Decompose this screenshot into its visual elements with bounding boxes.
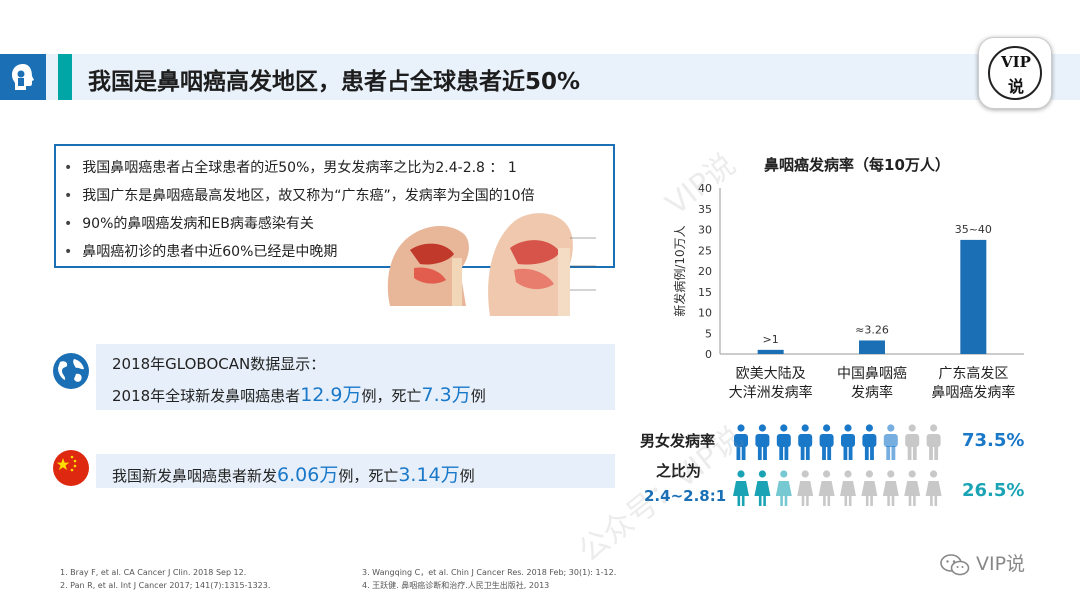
female-figure-icon — [775, 470, 792, 506]
reference-item: 1. Bray F, et al. CA Cancer J Clin. 2018… — [60, 568, 247, 577]
male-pictogram-row — [734, 424, 941, 460]
bar-value-label: ≈3.26 — [855, 323, 889, 336]
reference-item: 4. 王跃健. 鼻咽癌诊断和治疗.人民卫生出版社, 2013 — [362, 581, 550, 590]
male-figure-icon — [883, 424, 898, 460]
china-stats: 我国新发鼻咽癌患者新发6.06万例，死亡3.14万例 — [112, 460, 475, 487]
brand-watermark: VIP说 — [940, 549, 1025, 576]
category-label: 大洋洲发病率 — [729, 384, 813, 401]
bar-value-label: >1 — [763, 333, 779, 346]
key-facts-box: 我国鼻咽癌患者占全球患者的近50%，男女发病率之比为2.4-2.8 ： 1 我国… — [54, 144, 615, 268]
female-figure-icon — [733, 470, 749, 506]
male-figure-icon — [926, 424, 941, 460]
y-tick-label: 25 — [698, 244, 712, 257]
vip-badge: VIP 说 — [978, 37, 1052, 109]
header-bar — [0, 54, 1080, 100]
globocan-heading: 2018年GLOBOCAN数据显示： — [112, 355, 326, 373]
globocan-mid: 例，死亡 — [361, 387, 422, 405]
female-pictogram-row — [733, 470, 942, 506]
male-figure-icon — [841, 424, 855, 460]
male-figure-icon — [776, 424, 791, 460]
fact-item: 我国广东是鼻咽癌最高发地区，故又称为“广东癌”，发病率为全国的10倍 — [64, 182, 613, 210]
key-facts-list: 我国鼻咽癌患者占全球患者的近50%，男女发病率之比为2.4-2.8 ： 1 我国… — [56, 146, 613, 266]
y-tick-label: 40 — [698, 182, 712, 195]
sex-ratio-value: 2.4~2.8:1 — [644, 487, 727, 505]
male-figure-icon — [862, 424, 877, 460]
female-figure-icon — [861, 470, 878, 506]
bar — [960, 239, 987, 354]
fact-item: 鼻咽癌初诊的患者中近60%已经是中晚期 — [64, 238, 613, 266]
y-tick-label: 5 — [705, 327, 712, 340]
y-tick-label: 10 — [698, 307, 712, 320]
male-figure-icon — [755, 424, 770, 460]
female-figure-icon — [925, 470, 942, 506]
globocan-stats: 2018年全球新发鼻咽癌患者12.9万例，死亡7.3万例 — [112, 380, 486, 407]
pharynx-section-illustration — [488, 213, 596, 316]
category-label: 广东高发区 — [938, 365, 1008, 382]
global-new-cases: 12.9万 — [300, 384, 362, 406]
globe-icon — [53, 353, 89, 389]
reference-item: 2. Pan R, et al. Int J Cancer 2017; 141(… — [60, 581, 271, 590]
china-stat-box: 我国新发鼻咽癌患者新发6.06万例，死亡3.14万例 — [96, 454, 615, 488]
male-percentage: 73.5% — [962, 430, 1025, 451]
reference-item: 3. Wangqing C，et al. Chin J Cancer Res. … — [362, 568, 617, 577]
china-prefix: 我国新发鼻咽癌患者新发 — [112, 467, 278, 485]
female-figure-icon — [797, 470, 814, 506]
badge-ring — [988, 46, 1042, 100]
y-tick-label: 15 — [698, 286, 712, 299]
page-title: 我国是鼻咽癌高发地区，患者占全球患者近50% — [88, 69, 581, 95]
head-logo-icon — [0, 54, 46, 100]
china-mid: 例，死亡 — [338, 467, 399, 485]
category-label: 发病率 — [851, 384, 893, 401]
bar — [859, 340, 885, 354]
y-axis-label: 新发病例/10万人 — [672, 225, 687, 316]
female-figure-icon — [904, 470, 921, 506]
badge-text-shuo: 说 — [1007, 77, 1024, 96]
globocan-suffix: 例 — [470, 387, 486, 405]
china-suffix: 例 — [459, 467, 475, 485]
fact-item: 90%的鼻咽癌发病和EB病毒感染有关 — [64, 210, 613, 238]
male-figure-icon — [798, 424, 813, 460]
references-right: 3. Wangqing C，et al. Chin J Cancer Res. … — [362, 566, 616, 592]
male-figure-icon — [905, 424, 920, 460]
female-figure-icon — [754, 470, 771, 506]
female-figure-icon — [882, 470, 899, 506]
male-figure-icon — [734, 424, 748, 460]
y-tick-label: 30 — [698, 224, 712, 237]
badge-text-vip: VIP — [1001, 53, 1031, 71]
female-figure-icon — [818, 470, 835, 506]
globocan-stat-box: 2018年GLOBOCAN数据显示： 2018年全球新发鼻咽癌患者12.9万例，… — [96, 344, 615, 410]
references-left: 1. Bray F, et al. CA Cancer J Clin. 2018… — [60, 566, 270, 592]
china-new-cases: 6.06万 — [277, 464, 339, 486]
global-deaths: 7.3万 — [421, 384, 471, 406]
sex-ratio-label-line1: 男女发病率 — [640, 432, 716, 450]
female-percentage: 26.5% — [962, 480, 1025, 501]
category-label: 中国鼻咽癌 — [837, 365, 907, 382]
category-label: 欧美大陆及 — [736, 366, 806, 382]
chart-title: 鼻咽癌发病率（每10万人） — [764, 156, 950, 174]
y-tick-label: 20 — [698, 265, 712, 278]
fact-item: 我国鼻咽癌患者占全球患者的近50%，男女发病率之比为2.4-2.8 ： 1 — [64, 154, 613, 182]
china-deaths: 3.14万 — [398, 464, 460, 486]
nasopharynx-anatomy-illustration — [387, 225, 469, 306]
male-figure-icon — [819, 424, 834, 460]
bar — [757, 349, 784, 354]
female-figure-icon — [840, 470, 856, 506]
y-tick-label: 35 — [698, 203, 712, 216]
category-label: 鼻咽癌发病率 — [931, 384, 1015, 401]
title-accent-bar — [58, 54, 72, 100]
y-tick-label: 0 — [705, 348, 712, 361]
brand-text: VIP说 — [976, 553, 1026, 575]
wechat-icon — [940, 553, 970, 575]
sex-ratio-label-line2: 之比为 — [656, 462, 702, 480]
bar-value-label: 35~40 — [955, 223, 992, 236]
china-flag-icon — [53, 450, 89, 486]
globocan-prefix: 2018年全球新发鼻咽癌患者 — [112, 387, 301, 405]
